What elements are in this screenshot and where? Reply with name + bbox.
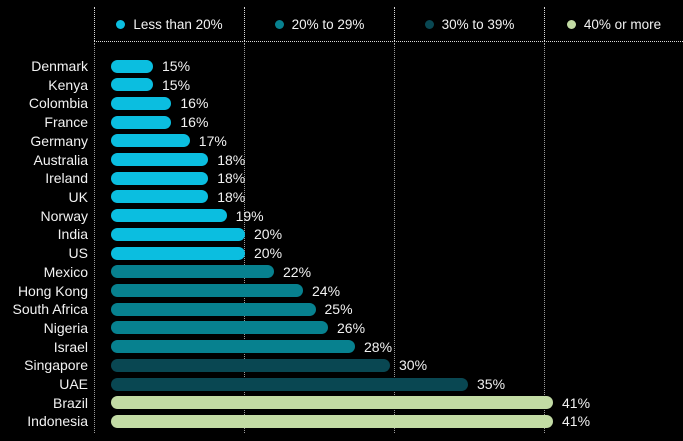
legend-dot-icon (566, 19, 576, 29)
value-label: 26% (337, 319, 366, 336)
category-label: US (68, 245, 88, 262)
bar (111, 284, 303, 298)
bar (111, 340, 355, 354)
value-label: 16% (180, 95, 209, 112)
category-label: Colombia (28, 95, 88, 112)
category-label: Mexico (43, 263, 88, 280)
value-label: 20% (254, 245, 283, 262)
category-label: Kenya (48, 76, 88, 93)
value-label: 24% (312, 282, 341, 299)
legend-divider (94, 41, 683, 42)
category-label: Israel (53, 338, 88, 355)
value-label: 18% (217, 170, 246, 187)
bar (111, 414, 553, 428)
legend-label: Less than 20% (133, 16, 223, 32)
gridline (394, 43, 395, 433)
value-label: 19% (235, 207, 264, 224)
category-label: India (57, 226, 88, 243)
category-label: UK (68, 188, 88, 205)
value-label: 15% (162, 76, 191, 93)
bar (111, 265, 274, 279)
bar (111, 396, 553, 410)
legend-label: 40% or more (583, 16, 662, 32)
value-label: 20% (254, 226, 283, 243)
category-label: Denmark (31, 58, 88, 74)
value-label: 16% (180, 114, 209, 131)
category-label: Nigeria (43, 319, 88, 336)
bar (111, 115, 172, 129)
value-label: 18% (217, 188, 246, 205)
category-label: UAE (59, 376, 88, 393)
category-label: Norway (40, 207, 88, 224)
value-label: 30% (399, 357, 428, 374)
bar (111, 209, 227, 223)
bar (111, 96, 172, 110)
value-label: 35% (477, 376, 506, 393)
legend-dot-icon (116, 19, 126, 29)
category-label: France (44, 114, 88, 131)
bar (111, 227, 245, 241)
value-label: 28% (364, 338, 393, 355)
bar (111, 59, 153, 73)
value-label: 22% (283, 263, 312, 280)
value-label: 41% (562, 413, 591, 430)
legend: Less than 20% 20% to 29% 30% to 39% 40% … (94, 7, 683, 41)
value-label: 41% (562, 394, 591, 411)
value-label: 18% (217, 151, 246, 168)
legend-item: 40% or more (544, 7, 683, 41)
bar (111, 358, 390, 372)
category-label: Indonesia (27, 413, 88, 430)
category-label: Australia (33, 151, 88, 168)
bar (111, 377, 468, 391)
gridline (544, 43, 545, 433)
legend-item: Less than 20% (94, 7, 244, 41)
category-label: Brazil (52, 394, 88, 411)
category-label: South Africa (12, 301, 89, 318)
bar (111, 153, 209, 167)
bar (111, 246, 245, 260)
bar (111, 321, 328, 335)
category-label: Hong Kong (17, 282, 88, 299)
bar (111, 190, 209, 204)
value-label: 25% (324, 301, 353, 318)
bar (111, 134, 190, 148)
legend-dot-icon (424, 19, 434, 29)
legend-label: 20% to 29% (291, 16, 365, 32)
legend-item: 30% to 39% (394, 7, 544, 41)
category-label: Ireland (45, 170, 88, 187)
bar (111, 171, 209, 185)
bar (111, 302, 316, 316)
gridline (94, 43, 95, 433)
category-label: Germany (30, 132, 88, 149)
gridline (244, 43, 245, 433)
legend-label: 30% to 39% (441, 16, 515, 32)
legend-item: 20% to 29% (244, 7, 394, 41)
legend-dot-icon (274, 19, 284, 29)
category-label: Singapore (24, 357, 88, 374)
value-label: 17% (198, 132, 227, 149)
bar (111, 78, 153, 92)
value-label: 15% (162, 58, 191, 74)
